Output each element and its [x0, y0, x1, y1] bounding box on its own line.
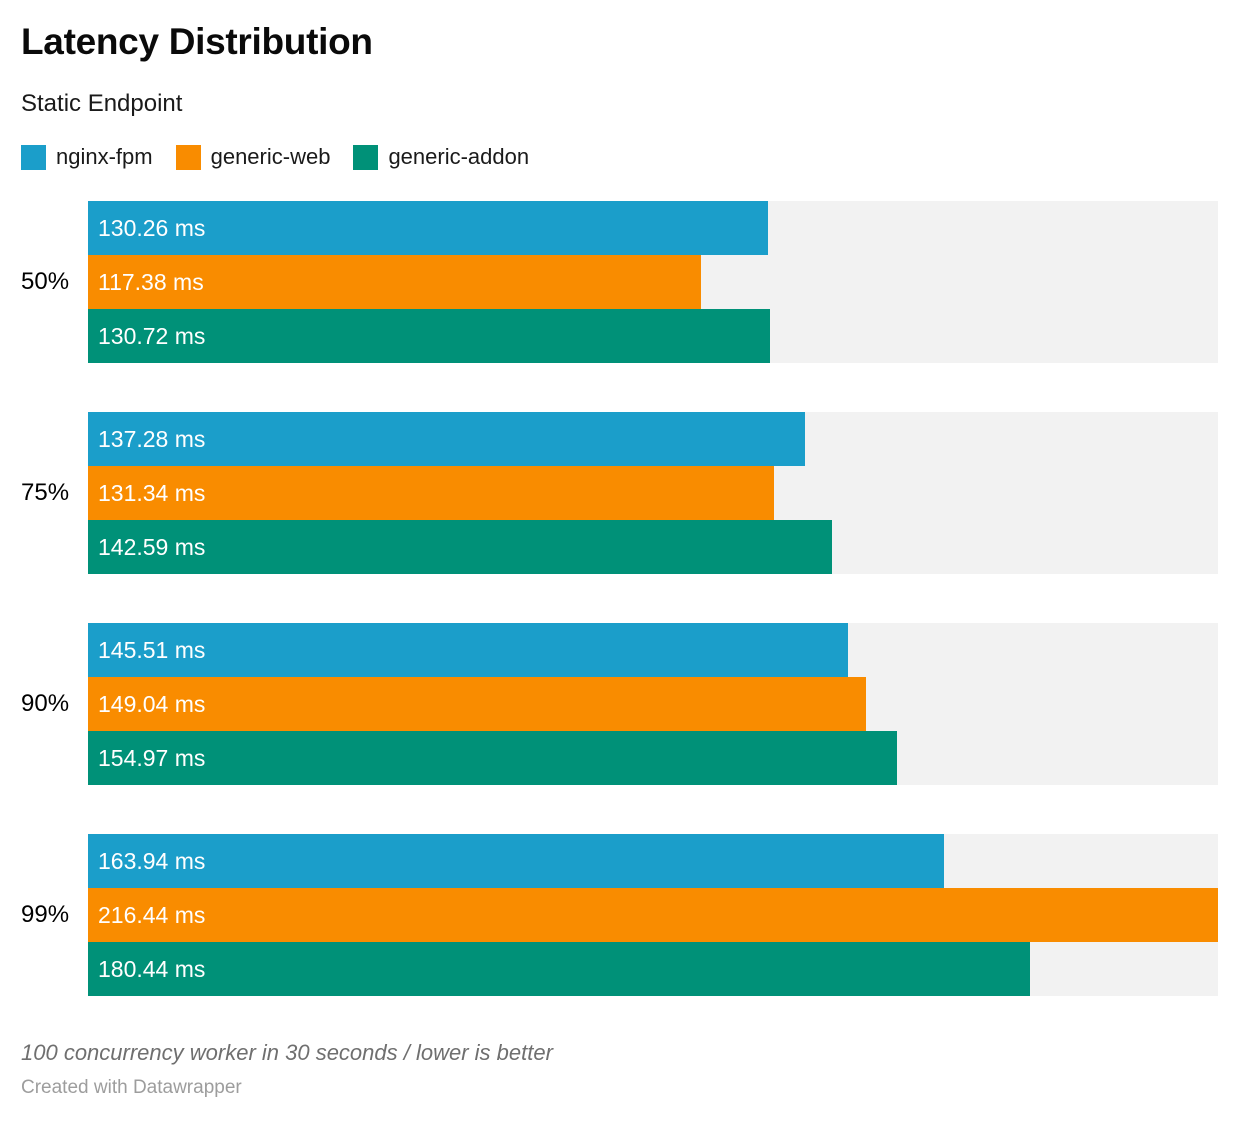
bar-stack: 130.26 ms 117.38 ms 130.72 ms — [88, 201, 1218, 364]
legend: nginx-fpm generic-web generic-addon — [21, 144, 1218, 170]
value-label: 180.44 ms — [98, 955, 206, 982]
value-label: 117.38 ms — [98, 268, 204, 295]
bar-generic-addon: 142.59 ms — [88, 520, 833, 575]
category-label: 75% — [21, 479, 70, 507]
bar-generic-addon: 154.97 ms — [88, 731, 898, 786]
attribution: Created with Datawrapper — [21, 1077, 242, 1099]
value-label: 149.04 ms — [98, 690, 206, 717]
bar-nginx-fpm: 137.28 ms — [88, 412, 805, 467]
chart-subtitle: Static Endpoint — [21, 89, 183, 117]
bar-group-90pct: 90% 145.51 ms 149.04 ms 154.97 ms — [21, 623, 1218, 786]
legend-item-generic-web: generic-web — [175, 144, 331, 170]
value-label: 130.26 ms — [98, 214, 206, 241]
legend-swatch-generic-web-icon — [175, 144, 201, 170]
chart-container: Latency Distribution Static Endpoint ngi… — [0, 21, 1240, 1147]
value-label: 130.72 ms — [98, 322, 206, 349]
legend-label-generic-web: generic-web — [210, 144, 331, 170]
value-label: 216.44 ms — [98, 901, 206, 928]
legend-item-generic-addon: generic-addon — [353, 144, 529, 170]
bar-generic-addon: 180.44 ms — [88, 942, 1031, 997]
bar-group-75pct: 75% 137.28 ms 131.34 ms 142.59 ms — [21, 412, 1218, 575]
value-label: 154.97 ms — [98, 744, 206, 771]
bar-nginx-fpm: 130.26 ms — [88, 201, 769, 256]
chart-title: Latency Distribution — [21, 21, 373, 62]
category-label: 90% — [21, 690, 70, 718]
value-label: 163.94 ms — [98, 847, 206, 874]
bar-group-99pct: 99% 163.94 ms 216.44 ms 180.44 ms — [21, 834, 1218, 997]
value-label: 131.34 ms — [98, 479, 206, 506]
legend-swatch-nginx-fpm-icon — [21, 144, 46, 170]
bar-generic-web: 216.44 ms — [88, 888, 1218, 943]
chart-note: 100 concurrency worker in 30 seconds / l… — [21, 1040, 553, 1066]
bar-generic-web: 131.34 ms — [88, 466, 774, 521]
legend-label-generic-addon: generic-addon — [388, 144, 530, 170]
value-label: 137.28 ms — [98, 425, 206, 452]
bar-group-50pct: 50% 130.26 ms 117.38 ms 130.72 ms — [21, 201, 1218, 364]
bar-generic-web: 149.04 ms — [88, 677, 867, 732]
bar-stack: 145.51 ms 149.04 ms 154.97 ms — [88, 623, 1218, 786]
bar-chart: 50% 130.26 ms 117.38 ms 130.72 ms 75% 137.28 … — [21, 201, 1218, 997]
category-label: 99% — [21, 901, 70, 929]
bar-generic-web: 117.38 ms — [88, 255, 701, 310]
bar-nginx-fpm: 145.51 ms — [88, 623, 848, 678]
value-label: 142.59 ms — [98, 533, 206, 560]
legend-label-nginx-fpm: nginx-fpm — [56, 144, 153, 170]
bar-nginx-fpm: 163.94 ms — [88, 834, 944, 889]
legend-item-nginx-fpm: nginx-fpm — [21, 144, 153, 170]
value-label: 145.51 ms — [98, 636, 206, 663]
legend-swatch-generic-addon-icon — [353, 144, 379, 170]
bar-stack: 137.28 ms 131.34 ms 142.59 ms — [88, 412, 1218, 575]
category-label: 50% — [21, 268, 70, 296]
bar-stack: 163.94 ms 216.44 ms 180.44 ms — [88, 834, 1218, 997]
bar-generic-addon: 130.72 ms — [88, 309, 771, 364]
